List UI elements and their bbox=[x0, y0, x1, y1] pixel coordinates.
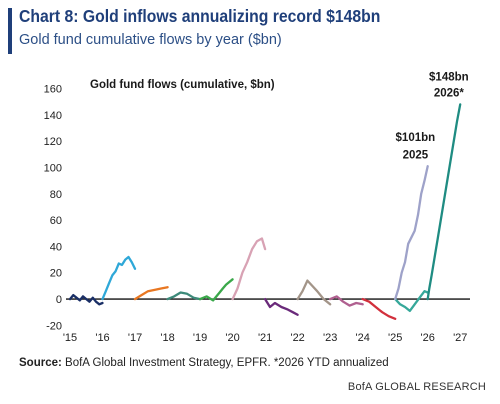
x-tick-label: '20 bbox=[225, 332, 239, 344]
y-tick-label: 0 bbox=[56, 294, 62, 306]
x-tick-label: '22 bbox=[290, 332, 304, 344]
x-tick-label: '15 bbox=[63, 332, 77, 344]
inner-chart-title: Gold fund flows (cumulative, $bn) bbox=[90, 79, 275, 91]
x-tick-label: '24 bbox=[356, 332, 370, 344]
source-text: BofA Global Investment Strategy, EPFR. *… bbox=[65, 357, 389, 369]
series-line-2022 bbox=[296, 279, 332, 306]
x-tick-label: '26 bbox=[421, 332, 435, 344]
annotation-label: 2025 bbox=[403, 149, 429, 161]
x-tick-label: '27 bbox=[453, 332, 467, 344]
y-tick-label: 20 bbox=[50, 268, 62, 280]
y-tick-label: 80 bbox=[50, 189, 62, 201]
y-tick-label: 60 bbox=[50, 215, 62, 227]
chart-title: Chart 8: Gold inflows annualizing record… bbox=[19, 6, 381, 26]
series-line-2027 bbox=[426, 103, 462, 301]
x-tick-label: '23 bbox=[323, 332, 337, 344]
x-tick-label: '16 bbox=[95, 332, 109, 344]
series-line-2016 bbox=[101, 255, 137, 301]
annotation-label: $101bn bbox=[396, 132, 436, 144]
x-tick-label: '21 bbox=[258, 332, 272, 344]
series-line-2018 bbox=[166, 291, 202, 301]
series-line-2023 bbox=[329, 295, 364, 307]
y-tick-label: 140 bbox=[44, 110, 62, 122]
source-note: Source: BofA Global Investment Strategy,… bbox=[19, 357, 389, 369]
y-tick-label: 100 bbox=[44, 163, 62, 175]
x-tick-label: '18 bbox=[160, 332, 174, 344]
brand-footer: BofA GLOBAL RESEARCH bbox=[347, 381, 486, 393]
x-tick-label: '25 bbox=[388, 332, 402, 344]
series-line-2019 bbox=[198, 278, 234, 302]
y-tick-label: 160 bbox=[44, 84, 62, 96]
series-line-2017 bbox=[133, 286, 169, 301]
series-line-2025 bbox=[394, 290, 429, 313]
y-tick-label: -20 bbox=[46, 320, 62, 332]
series-line-2015 bbox=[68, 293, 104, 306]
title-accent-bar bbox=[8, 8, 12, 54]
annotation-label: 2026* bbox=[434, 87, 465, 99]
chart-subtitle: Gold fund cumulative flows by year ($bn) bbox=[19, 32, 282, 48]
y-tick-label: 120 bbox=[44, 136, 62, 148]
series-line-2020 bbox=[231, 237, 267, 301]
annotation-label: $148bn bbox=[429, 72, 469, 84]
series-line-2026 bbox=[394, 165, 429, 301]
y-tick-label: 40 bbox=[50, 241, 62, 253]
x-tick-label: '19 bbox=[193, 332, 207, 344]
chart-area: Gold fund flows (cumulative, $bn) -20 0 20 4… bbox=[44, 72, 470, 344]
source-label: Source: bbox=[19, 357, 62, 369]
x-tick-label: '17 bbox=[128, 332, 142, 344]
series-line-2021 bbox=[263, 297, 299, 316]
series-line-2024 bbox=[361, 297, 397, 320]
